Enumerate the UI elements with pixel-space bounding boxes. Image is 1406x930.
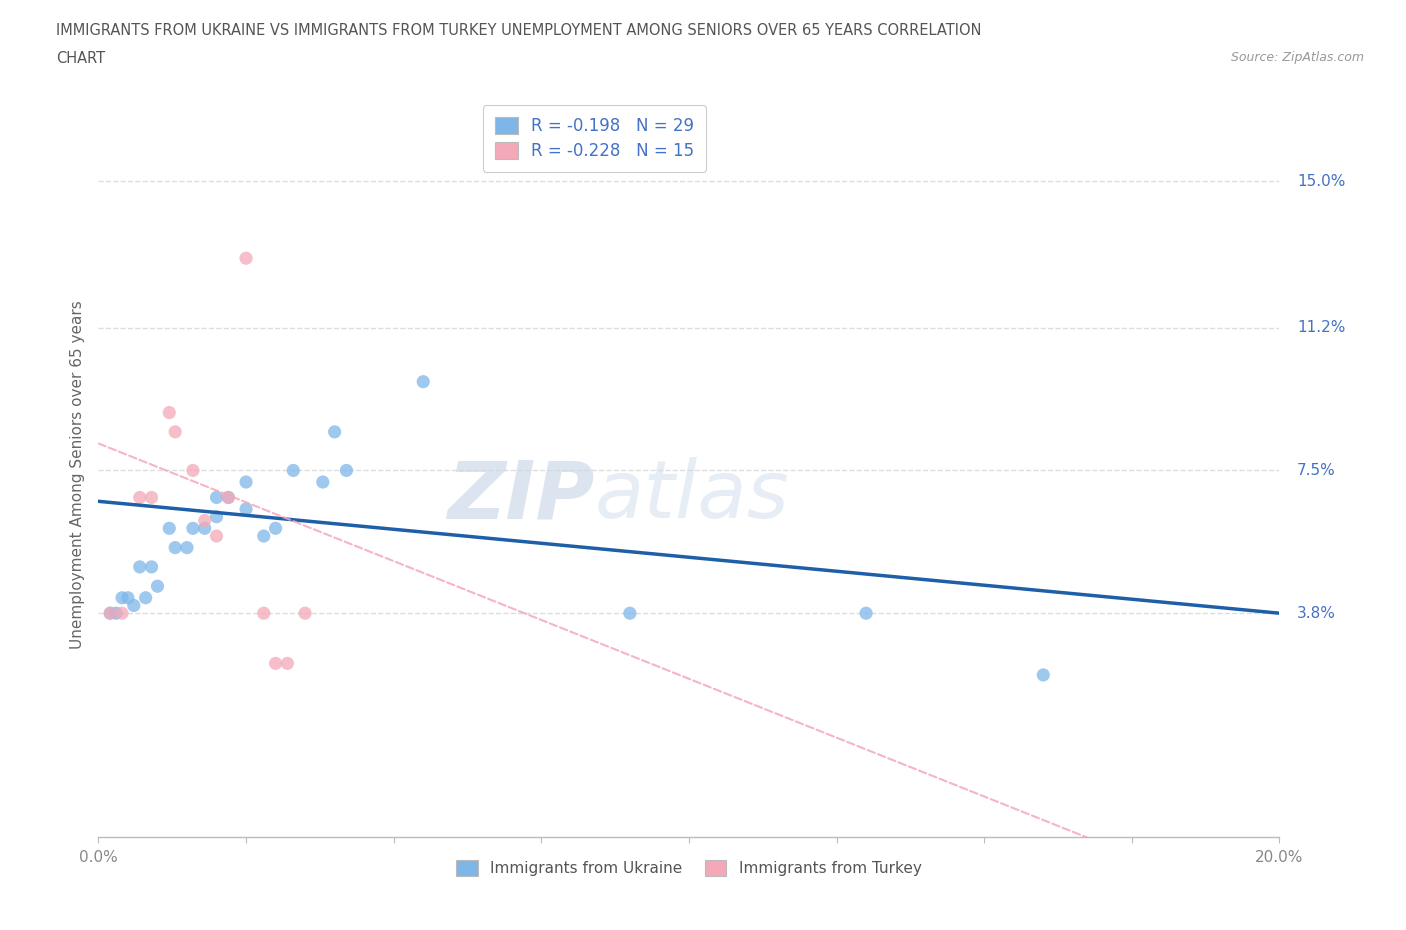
Point bbox=[194, 521, 217, 536]
Text: 15.0%: 15.0% bbox=[1298, 174, 1346, 189]
Point bbox=[264, 656, 287, 671]
Point bbox=[235, 474, 257, 489]
Point bbox=[157, 521, 180, 536]
Point bbox=[165, 424, 187, 439]
Text: atlas: atlas bbox=[595, 457, 789, 535]
Point bbox=[111, 605, 134, 620]
Text: ZIP: ZIP bbox=[447, 457, 595, 535]
Point bbox=[235, 251, 257, 266]
Point bbox=[312, 474, 335, 489]
Point bbox=[855, 605, 877, 620]
Point bbox=[335, 463, 357, 478]
Point bbox=[205, 510, 228, 525]
Point bbox=[619, 605, 641, 620]
Point bbox=[194, 513, 217, 528]
Point bbox=[235, 501, 257, 516]
Point bbox=[117, 591, 139, 605]
Point bbox=[294, 605, 316, 620]
Y-axis label: Unemployment Among Seniors over 65 years: Unemployment Among Seniors over 65 years bbox=[69, 300, 84, 649]
Point bbox=[176, 540, 198, 555]
Point bbox=[122, 598, 145, 613]
Point bbox=[111, 591, 134, 605]
Point bbox=[181, 463, 204, 478]
Point bbox=[141, 560, 163, 575]
Point bbox=[105, 605, 128, 620]
Text: 3.8%: 3.8% bbox=[1298, 605, 1336, 620]
Point bbox=[205, 490, 228, 505]
Point bbox=[157, 405, 180, 420]
Point bbox=[253, 528, 276, 543]
Text: Source: ZipAtlas.com: Source: ZipAtlas.com bbox=[1230, 51, 1364, 64]
Point bbox=[217, 490, 239, 505]
Point bbox=[205, 528, 228, 543]
Point bbox=[276, 656, 298, 671]
Text: 11.2%: 11.2% bbox=[1298, 320, 1346, 335]
Point bbox=[141, 490, 163, 505]
Point bbox=[181, 521, 204, 536]
Point bbox=[98, 605, 121, 620]
Point bbox=[146, 578, 169, 593]
Text: 7.5%: 7.5% bbox=[1298, 463, 1336, 478]
Text: CHART: CHART bbox=[56, 51, 105, 66]
Point bbox=[412, 374, 434, 389]
Point bbox=[1032, 668, 1054, 683]
Point bbox=[165, 540, 187, 555]
Legend: Immigrants from Ukraine, Immigrants from Turkey: Immigrants from Ukraine, Immigrants from… bbox=[449, 853, 929, 884]
Point bbox=[135, 591, 157, 605]
Point bbox=[283, 463, 305, 478]
Point bbox=[128, 490, 150, 505]
Point bbox=[98, 605, 121, 620]
Point bbox=[128, 560, 150, 575]
Point bbox=[323, 424, 346, 439]
Point bbox=[253, 605, 276, 620]
Point bbox=[217, 490, 239, 505]
Text: IMMIGRANTS FROM UKRAINE VS IMMIGRANTS FROM TURKEY UNEMPLOYMENT AMONG SENIORS OVE: IMMIGRANTS FROM UKRAINE VS IMMIGRANTS FR… bbox=[56, 23, 981, 38]
Point bbox=[264, 521, 287, 536]
